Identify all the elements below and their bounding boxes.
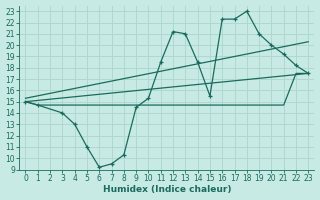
X-axis label: Humidex (Indice chaleur): Humidex (Indice chaleur) <box>103 185 231 194</box>
